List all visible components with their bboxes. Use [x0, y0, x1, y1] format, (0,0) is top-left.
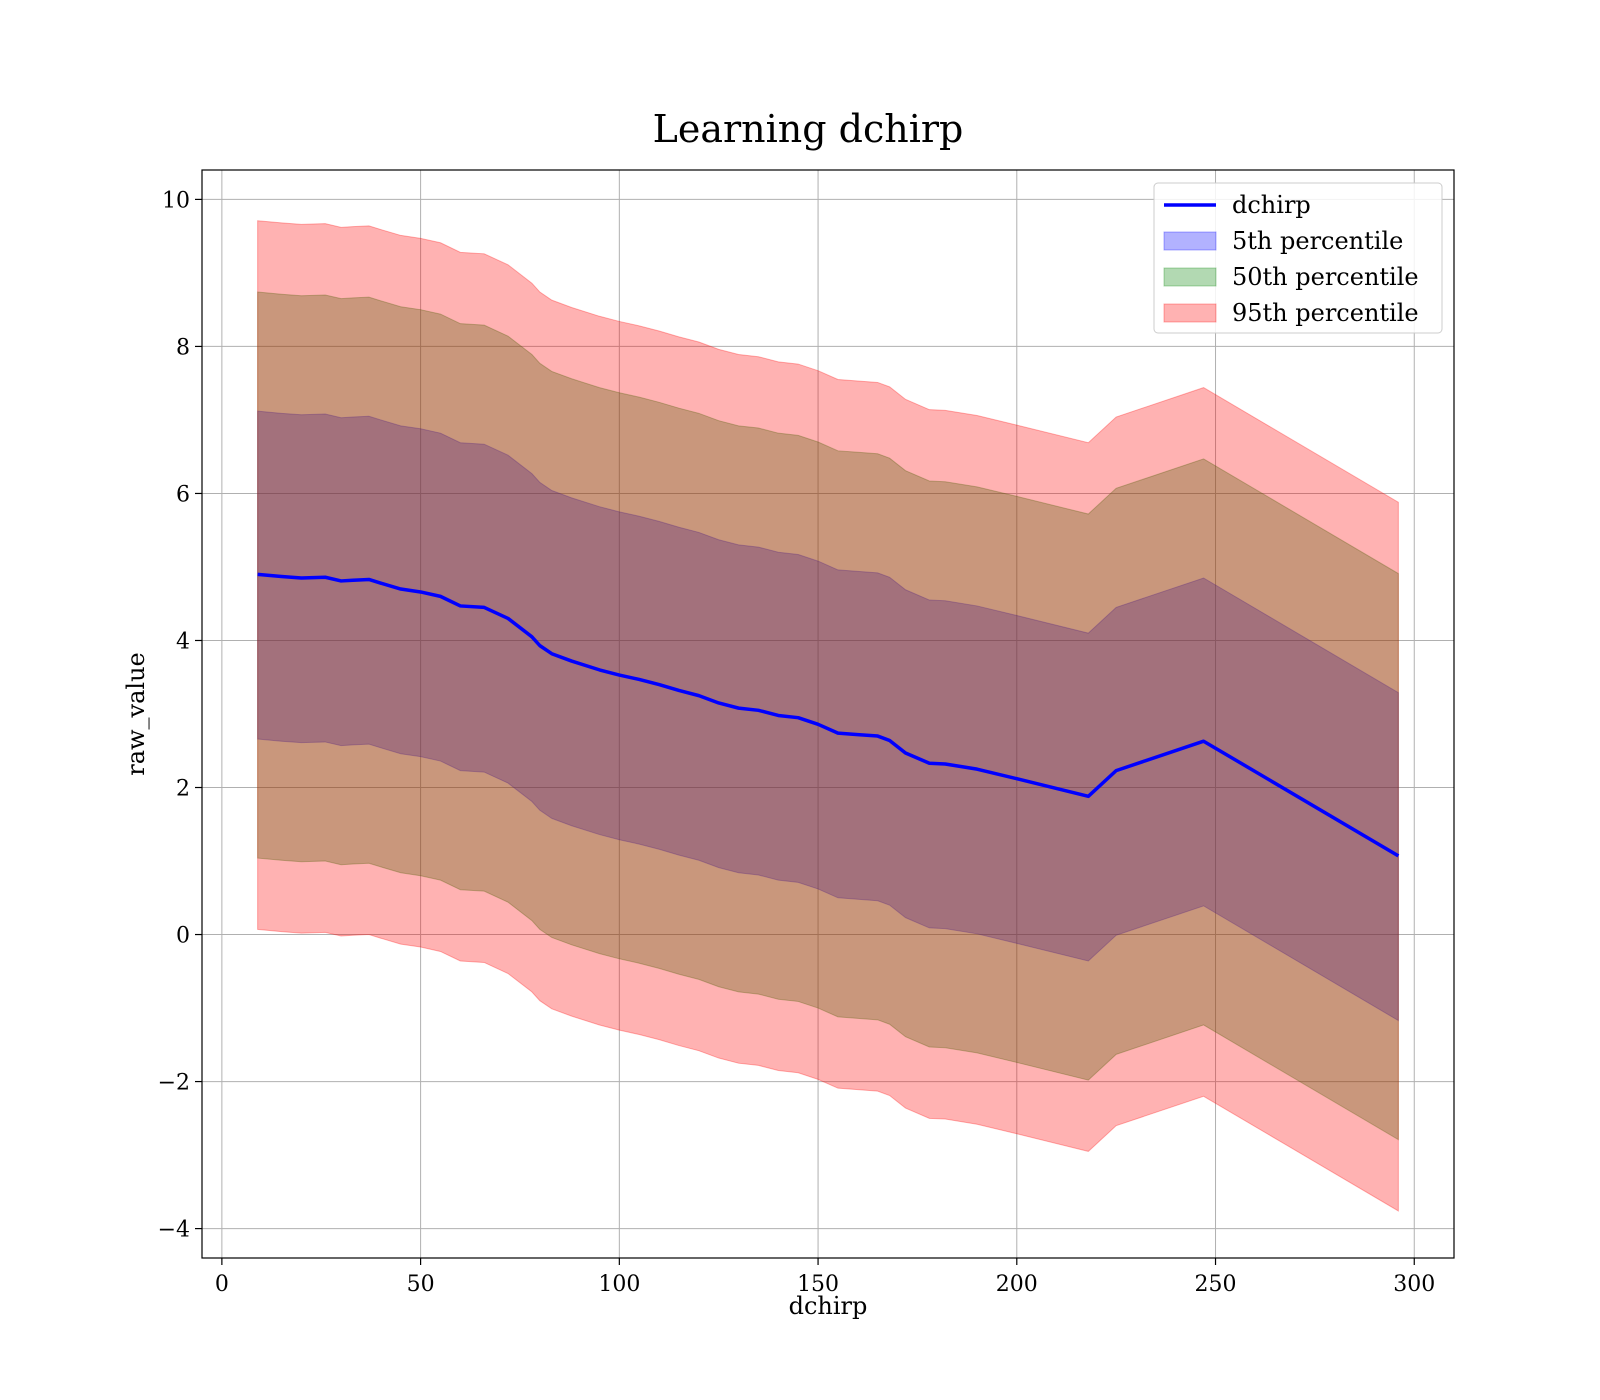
- series-lines: [257, 572, 1400, 858]
- y-tick-label-4: 4: [176, 629, 190, 654]
- y-tick-label-5: 6: [176, 482, 190, 507]
- y-tick-label-2: 0: [176, 924, 190, 949]
- x-tick-label-1: 50: [407, 1272, 435, 1297]
- x-axis-label: dchirp: [789, 1292, 868, 1320]
- plot-frame: [201, 169, 1455, 1259]
- x-tick-label-5: 250: [1195, 1272, 1237, 1297]
- band-50th-percentile: [257, 291, 1399, 1141]
- grid: [202, 170, 1454, 1258]
- legend-swatch-3: [1163, 303, 1217, 323]
- y-tick-label-3: 2: [176, 777, 190, 802]
- band-5th-percentile: [257, 410, 1399, 1022]
- x-tick-label-4: 200: [996, 1272, 1038, 1297]
- y-tick-label-7: 10: [162, 188, 190, 213]
- y-tick-label-1: −2: [158, 1071, 190, 1096]
- legend: dchirp 5th percentile 50th percentile 95th …: [1153, 182, 1443, 334]
- legend-label-3: 95th percentile: [1232, 299, 1419, 327]
- x-tick-label-6: 300: [1393, 1272, 1435, 1297]
- legend-swatch-1: [1163, 231, 1217, 251]
- x-tick-label-3: 150: [797, 1272, 839, 1297]
- y-tick-label-6: 8: [176, 335, 190, 360]
- x-tick-label-2: 100: [598, 1272, 640, 1297]
- legend-label-2: 50th percentile: [1232, 263, 1419, 291]
- band-95th-percentile: [257, 220, 1399, 1212]
- legend-box: [1153, 182, 1443, 334]
- chart-title: Learning dchirp: [653, 107, 964, 151]
- y-tick-label-0: −4: [158, 1218, 190, 1243]
- y-axis-label: raw_value: [122, 652, 150, 776]
- percentile-bands: [257, 220, 1399, 1212]
- legend-label-0: dchirp: [1232, 191, 1311, 219]
- x-tick-label-0: 0: [215, 1272, 229, 1297]
- ticks: 0 50 100 150 200 250 300 −4 −2 0 2 4 6 8 10: [158, 188, 1436, 1297]
- legend-label-1: 5th percentile: [1232, 227, 1403, 255]
- legend-swatch-2: [1163, 267, 1217, 287]
- series-line-dchirp: [257, 572, 1400, 858]
